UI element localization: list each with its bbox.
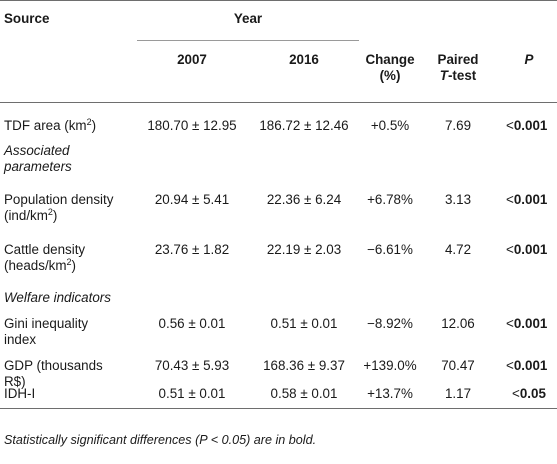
row-gdp-t: 70.47	[441, 358, 475, 373]
row-tdf-label-end: )	[91, 118, 97, 133]
header-2016: 2016	[289, 52, 319, 67]
row-gini-label-line2: index	[4, 332, 37, 347]
row-idh-2016: 0.58 ± 0.01	[270, 386, 338, 401]
row-cattle-change: −6.61%	[367, 242, 413, 257]
header-paired-test: -test	[447, 68, 477, 83]
row-idh-p: <0.05	[512, 386, 546, 402]
row-pop-p-sym: <	[506, 192, 514, 207]
row-tdf-p-sym: <	[506, 118, 514, 133]
row-pop-label-end: )	[52, 208, 58, 223]
section-associated: Associated parameters	[4, 143, 72, 175]
row-tdf-sup: 2	[86, 117, 92, 127]
row-gini-p: <0.001	[506, 316, 547, 332]
row-cattle-2007: 23.76 ± 1.82	[154, 242, 230, 257]
row-gdp-label-line1: GDP (thousands	[4, 358, 103, 373]
row-idh-change: +13.7%	[367, 386, 413, 401]
row-tdf-2016: 186.72 ± 12.46	[259, 118, 349, 133]
row-tdf-p: <0.001	[506, 118, 547, 134]
section-associated-line1: Associated	[4, 143, 70, 158]
row-tdf-2007: 180.70 ± 12.95	[147, 118, 237, 133]
header-change-line2: (%)	[379, 68, 401, 83]
row-idh-label: IDH-I	[4, 386, 36, 401]
header-change: Change (%)	[360, 52, 420, 84]
year-rule	[137, 40, 359, 41]
row-gdp-change: +139.0%	[363, 358, 417, 373]
row-tdf-change: +0.5%	[370, 118, 410, 133]
row-idh-t: 1.17	[444, 386, 472, 401]
header-paired-t: T	[439, 68, 448, 83]
row-gini-t: 12.06	[441, 316, 475, 331]
row-gini-2007: 0.56 ± 0.01	[158, 316, 226, 331]
row-idh-2007: 0.51 ± 0.01	[158, 386, 226, 401]
row-cattle-label-line1: Cattle density	[4, 242, 86, 257]
row-cattle-2016: 22.19 ± 2.03	[266, 242, 342, 257]
row-cattle-label-line2: (heads/km	[4, 258, 67, 273]
row-cattle-p-sym: <	[506, 242, 514, 257]
row-cattle-label-end: )	[71, 258, 76, 273]
header-bottom-rule	[0, 102, 557, 103]
row-gini-2016: 0.51 ± 0.01	[270, 316, 338, 331]
row-gdp-p-sym: <	[506, 358, 514, 373]
row-cattle-label: Cattle density (heads/km2)	[4, 242, 85, 274]
header-change-line1: Change	[365, 52, 415, 67]
row-gdp-label: GDP (thousands R$)	[4, 358, 103, 390]
row-cattle-p-val: 0.001	[513, 242, 548, 257]
table-bottom-rule	[0, 408, 557, 409]
header-paired: Paired T-test	[424, 52, 492, 84]
row-tdf-label: TDF area (km2)	[4, 118, 96, 134]
row-gdp-2016: 168.36 ± 9.37	[263, 358, 345, 373]
row-cattle-p: <0.001	[506, 242, 547, 258]
header-paired-line1: Paired	[437, 52, 479, 67]
row-pop-label-line2: (ind/km	[4, 208, 48, 223]
row-gdp-2007: 70.43 ± 5.93	[154, 358, 230, 373]
row-gini-change: −8.92%	[367, 316, 413, 331]
table-top-rule	[0, 0, 557, 1]
header-year: Year	[233, 11, 263, 26]
row-idh-p-val: 0.05	[519, 386, 546, 401]
row-gdp-p: <0.001	[506, 358, 547, 374]
row-tdf-t: 7.69	[444, 118, 472, 133]
row-pop-2007: 20.94 ± 5.41	[154, 192, 230, 207]
row-pop-change: +6.78%	[367, 192, 413, 207]
row-pop-t: 3.13	[444, 192, 472, 207]
row-tdf-label-text: TDF area (km	[4, 118, 87, 133]
header-source: Source	[4, 11, 50, 26]
row-pop-sup: 2	[47, 207, 53, 217]
row-pop-p: <0.001	[506, 192, 547, 208]
header-p: P	[524, 52, 534, 67]
row-pop-label: Population density (ind/km2)	[4, 192, 113, 224]
section-welfare: Welfare indicators	[4, 290, 111, 305]
row-gini-p-val: 0.001	[513, 316, 548, 331]
row-cattle-t: 4.72	[444, 242, 472, 257]
row-pop-label-line1: Population density	[4, 192, 114, 207]
row-idh-p-sym: <	[512, 386, 520, 401]
row-cattle-sup: 2	[66, 257, 72, 267]
row-tdf-p-val: 0.001	[513, 118, 548, 133]
section-associated-line2: parameters	[4, 159, 72, 174]
header-2007: 2007	[177, 52, 207, 67]
table-footnote: Statistically significant differences (P…	[4, 433, 317, 447]
row-gdp-label-line2: R$)	[4, 374, 26, 389]
row-pop-2016: 22.36 ± 6.24	[266, 192, 342, 207]
row-gdp-p-val: 0.001	[513, 358, 548, 373]
row-gini-p-sym: <	[506, 316, 514, 331]
row-gini-label-line1: Gini inequality	[4, 316, 89, 331]
row-gini-label: Gini inequality index	[4, 316, 88, 348]
row-pop-p-val: 0.001	[513, 192, 548, 207]
